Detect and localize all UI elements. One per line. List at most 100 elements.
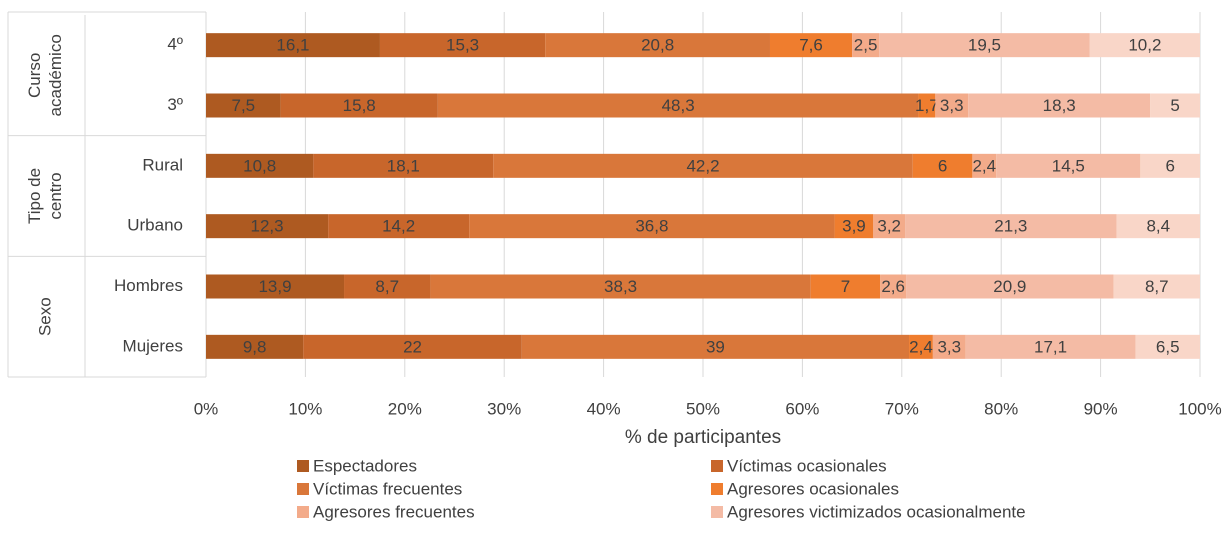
y-tick-label: Mujeres bbox=[123, 336, 183, 355]
data-label: 6,5 bbox=[1156, 337, 1180, 356]
data-label: 15,8 bbox=[343, 96, 376, 115]
bar-segment bbox=[834, 214, 874, 239]
y-tick-label: Urbano bbox=[127, 216, 183, 235]
bar-segment bbox=[1140, 153, 1200, 178]
legend-swatch bbox=[711, 460, 723, 472]
legend-swatch bbox=[297, 506, 309, 518]
data-label: 38,3 bbox=[604, 277, 637, 296]
bar-segment bbox=[968, 93, 1151, 118]
bar-segment bbox=[1135, 334, 1200, 359]
legend-swatch bbox=[711, 483, 723, 495]
group-label: Tipo de bbox=[25, 168, 44, 224]
bar-segment bbox=[206, 214, 329, 239]
data-label: 14,5 bbox=[1052, 156, 1085, 175]
bar-segment bbox=[206, 334, 304, 359]
legend-label: Espectadores bbox=[313, 456, 417, 475]
data-label: 42,2 bbox=[686, 156, 719, 175]
bar-segment bbox=[521, 334, 910, 359]
data-label: 20,8 bbox=[641, 36, 674, 55]
data-label: 6 bbox=[938, 156, 947, 175]
bar-segment bbox=[1113, 274, 1200, 299]
bar-segment bbox=[1150, 93, 1200, 118]
data-label: 2,4 bbox=[909, 337, 933, 356]
legend-swatch bbox=[297, 483, 309, 495]
bar-segment bbox=[972, 153, 997, 178]
data-label: 8,7 bbox=[375, 277, 399, 296]
data-label: 7,6 bbox=[799, 36, 823, 55]
data-label: 17,1 bbox=[1034, 337, 1067, 356]
data-label: 21,3 bbox=[994, 217, 1027, 236]
data-label: 36,8 bbox=[635, 217, 668, 236]
x-tick-label: 0% bbox=[194, 399, 219, 418]
bar-segment bbox=[873, 214, 906, 239]
bar-segment bbox=[206, 93, 281, 118]
x-tick-label: 70% bbox=[885, 399, 919, 418]
x-tick-label: 50% bbox=[686, 399, 720, 418]
group-label: Sexo bbox=[35, 297, 54, 336]
bar-segment bbox=[344, 274, 431, 299]
data-label: 6 bbox=[1165, 156, 1174, 175]
bar-segment bbox=[280, 93, 438, 118]
bar-segment bbox=[379, 33, 546, 58]
data-label: 5 bbox=[1170, 96, 1179, 115]
bar-segment bbox=[430, 274, 811, 299]
y-tick-label: 4º bbox=[167, 35, 183, 54]
y-tick-label: Hombres bbox=[114, 276, 183, 295]
x-tick-label: 80% bbox=[984, 399, 1018, 418]
group-label: Curso bbox=[25, 53, 44, 98]
data-label: 12,3 bbox=[251, 217, 284, 236]
legend-swatch bbox=[711, 506, 723, 518]
bar-segment bbox=[935, 93, 969, 118]
data-label: 18,3 bbox=[1043, 96, 1076, 115]
x-tick-label: 30% bbox=[487, 399, 521, 418]
data-label: 22 bbox=[403, 337, 422, 356]
bar-segment bbox=[206, 153, 314, 178]
data-label: 14,2 bbox=[382, 217, 415, 236]
x-tick-label: 100% bbox=[1178, 399, 1221, 418]
bar-segment bbox=[206, 33, 380, 58]
data-label: 3,9 bbox=[842, 217, 866, 236]
legend-label: Víctimas ocasionales bbox=[727, 456, 887, 475]
data-label: 39 bbox=[706, 337, 725, 356]
bar-segment bbox=[810, 274, 881, 299]
x-tick-label: 20% bbox=[388, 399, 422, 418]
data-label: 8,7 bbox=[1145, 277, 1169, 296]
bar-segment bbox=[769, 33, 853, 58]
legend-label: Agresores ocasionales bbox=[727, 479, 899, 498]
data-label: 13,9 bbox=[258, 277, 291, 296]
data-label: 20,9 bbox=[993, 277, 1026, 296]
data-label: 10,8 bbox=[243, 156, 276, 175]
bar-segment bbox=[918, 93, 936, 118]
y-tick-label: 3º bbox=[167, 95, 183, 114]
data-label: 9,8 bbox=[243, 337, 267, 356]
x-tick-label: 40% bbox=[587, 399, 621, 418]
x-tick-label: 90% bbox=[1084, 399, 1118, 418]
bar-segment bbox=[906, 274, 1114, 299]
bar-segment bbox=[545, 33, 770, 58]
x-tick-label: 10% bbox=[288, 399, 322, 418]
data-label: 2,4 bbox=[972, 156, 996, 175]
bar-segment bbox=[909, 334, 933, 359]
bar-segment bbox=[1089, 33, 1200, 58]
x-tick-label: 60% bbox=[785, 399, 819, 418]
legend-label: Agresores victimizados ocasionalmente bbox=[727, 502, 1026, 521]
data-label: 2,5 bbox=[854, 36, 878, 55]
bar-segment bbox=[206, 274, 345, 299]
x-axis-title: % de participantes bbox=[625, 427, 781, 448]
bar-segment bbox=[996, 153, 1141, 178]
bar-segment bbox=[469, 214, 835, 239]
bar-segment bbox=[912, 153, 973, 178]
data-label: 2,6 bbox=[881, 277, 905, 296]
bar-segment bbox=[880, 274, 907, 299]
bar-segment bbox=[905, 214, 1117, 239]
y-tick-label: Rural bbox=[142, 155, 183, 174]
data-label: 8,4 bbox=[1146, 217, 1170, 236]
bar-segment bbox=[965, 334, 1136, 359]
data-label: 3,3 bbox=[937, 337, 961, 356]
bar-segment bbox=[932, 334, 966, 359]
bar-segment bbox=[852, 33, 880, 58]
bar-segment bbox=[879, 33, 1090, 58]
data-label: 3,2 bbox=[877, 217, 901, 236]
bar-segment bbox=[437, 93, 919, 118]
